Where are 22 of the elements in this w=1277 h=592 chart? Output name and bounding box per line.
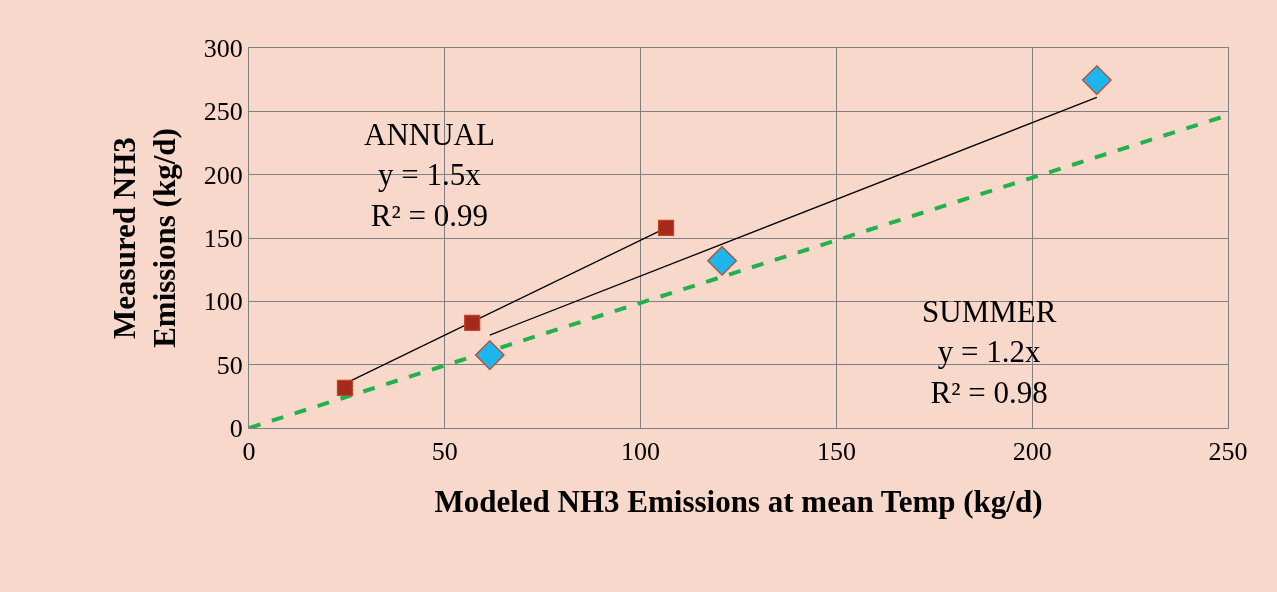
x-tick-label: 150 xyxy=(816,437,856,467)
y-tick-label: 150 xyxy=(203,224,243,254)
y-tick-label: 250 xyxy=(203,97,243,127)
x-tick-label: 100 xyxy=(621,437,661,467)
y-tick-label: 300 xyxy=(203,34,243,64)
annotation: SUMMER y = 1.2x R² = 0.98 xyxy=(922,294,1057,410)
point xyxy=(474,340,505,370)
y-tick-label: 0 xyxy=(229,414,243,444)
x-tick-label: 250 xyxy=(1208,437,1248,467)
point xyxy=(657,219,675,236)
point xyxy=(707,245,737,276)
x-tick-label: 200 xyxy=(1012,437,1052,467)
y-tick-label: 200 xyxy=(203,160,243,190)
point xyxy=(1081,65,1112,95)
y-tick-label: 100 xyxy=(203,287,243,317)
annotation: ANNUAL y = 1.5x R² = 0.99 xyxy=(364,117,495,233)
point xyxy=(336,379,354,397)
y-tick-label: 50 xyxy=(216,350,243,380)
x-tick-label: 50 xyxy=(431,437,458,467)
y-axis-title: Measured NH3 Emissions (kg/d) xyxy=(107,128,183,348)
point xyxy=(464,314,481,331)
x-axis-title: Modeled NH3 Emissions at mean Temp (kg/d) xyxy=(434,484,1043,520)
